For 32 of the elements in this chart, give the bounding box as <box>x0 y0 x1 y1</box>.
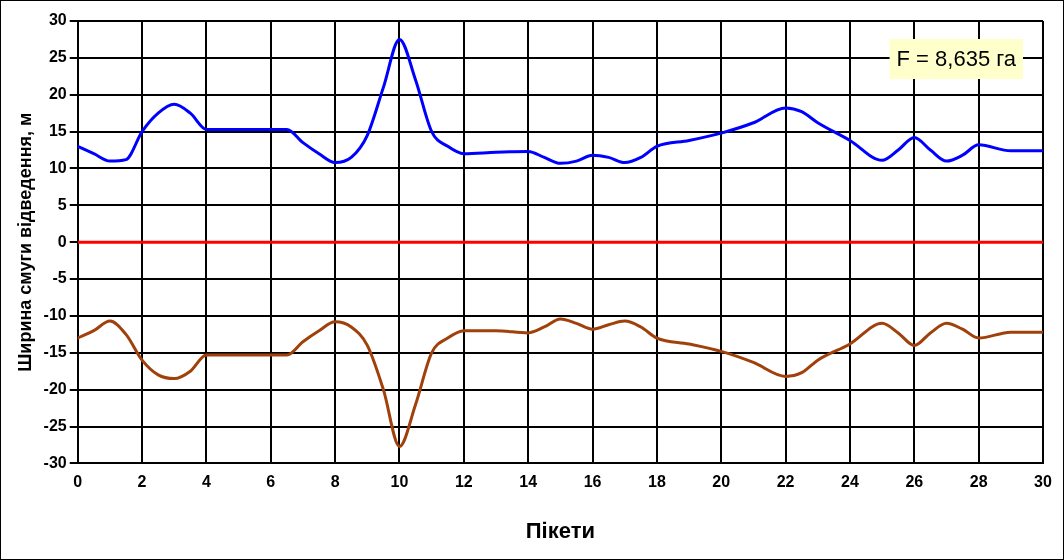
y-axis-title: Ширина смуги відведення, м <box>14 112 35 372</box>
annotation: F = 8,635 га <box>896 46 1017 72</box>
x-tick-label: 8 <box>330 473 340 491</box>
y-tick-label: -25 <box>43 416 67 434</box>
x-tick-label: 14 <box>519 473 538 491</box>
x-tick-label: 0 <box>73 473 83 491</box>
x-tick-label: 12 <box>454 473 473 491</box>
x-tick-label: 22 <box>776 473 795 491</box>
x-tick-label: 4 <box>201 473 211 491</box>
x-tick-label: 28 <box>969 473 988 491</box>
y-tick-label: -10 <box>43 306 67 324</box>
x-tick-label: 10 <box>390 473 409 491</box>
y-tick-label: 5 <box>57 195 67 213</box>
y-tick-label: 0 <box>57 232 67 250</box>
x-tick-label: 16 <box>583 473 602 491</box>
x-tick-label: 2 <box>137 473 147 491</box>
y-tick-label: -5 <box>52 269 67 287</box>
y-tick-label: 30 <box>48 11 67 29</box>
x-tick-label: 26 <box>905 473 924 491</box>
y-tick-label: 20 <box>48 85 67 103</box>
y-tick-label: 25 <box>48 48 67 66</box>
y-tick-label: -20 <box>43 380 67 398</box>
x-tick-label: 20 <box>712 473 731 491</box>
y-tick-label: 10 <box>48 158 67 176</box>
x-tick-label: 24 <box>841 473 859 491</box>
y-tick-label: -15 <box>43 343 67 361</box>
y-tick-label: -30 <box>43 453 67 471</box>
x-axis-title: Пікети <box>525 517 595 543</box>
y-tick-label: 15 <box>48 122 67 140</box>
x-tick-label: 6 <box>266 473 276 491</box>
x-tick-label: 30 <box>1034 473 1052 491</box>
x-tick-label: 18 <box>647 473 666 491</box>
